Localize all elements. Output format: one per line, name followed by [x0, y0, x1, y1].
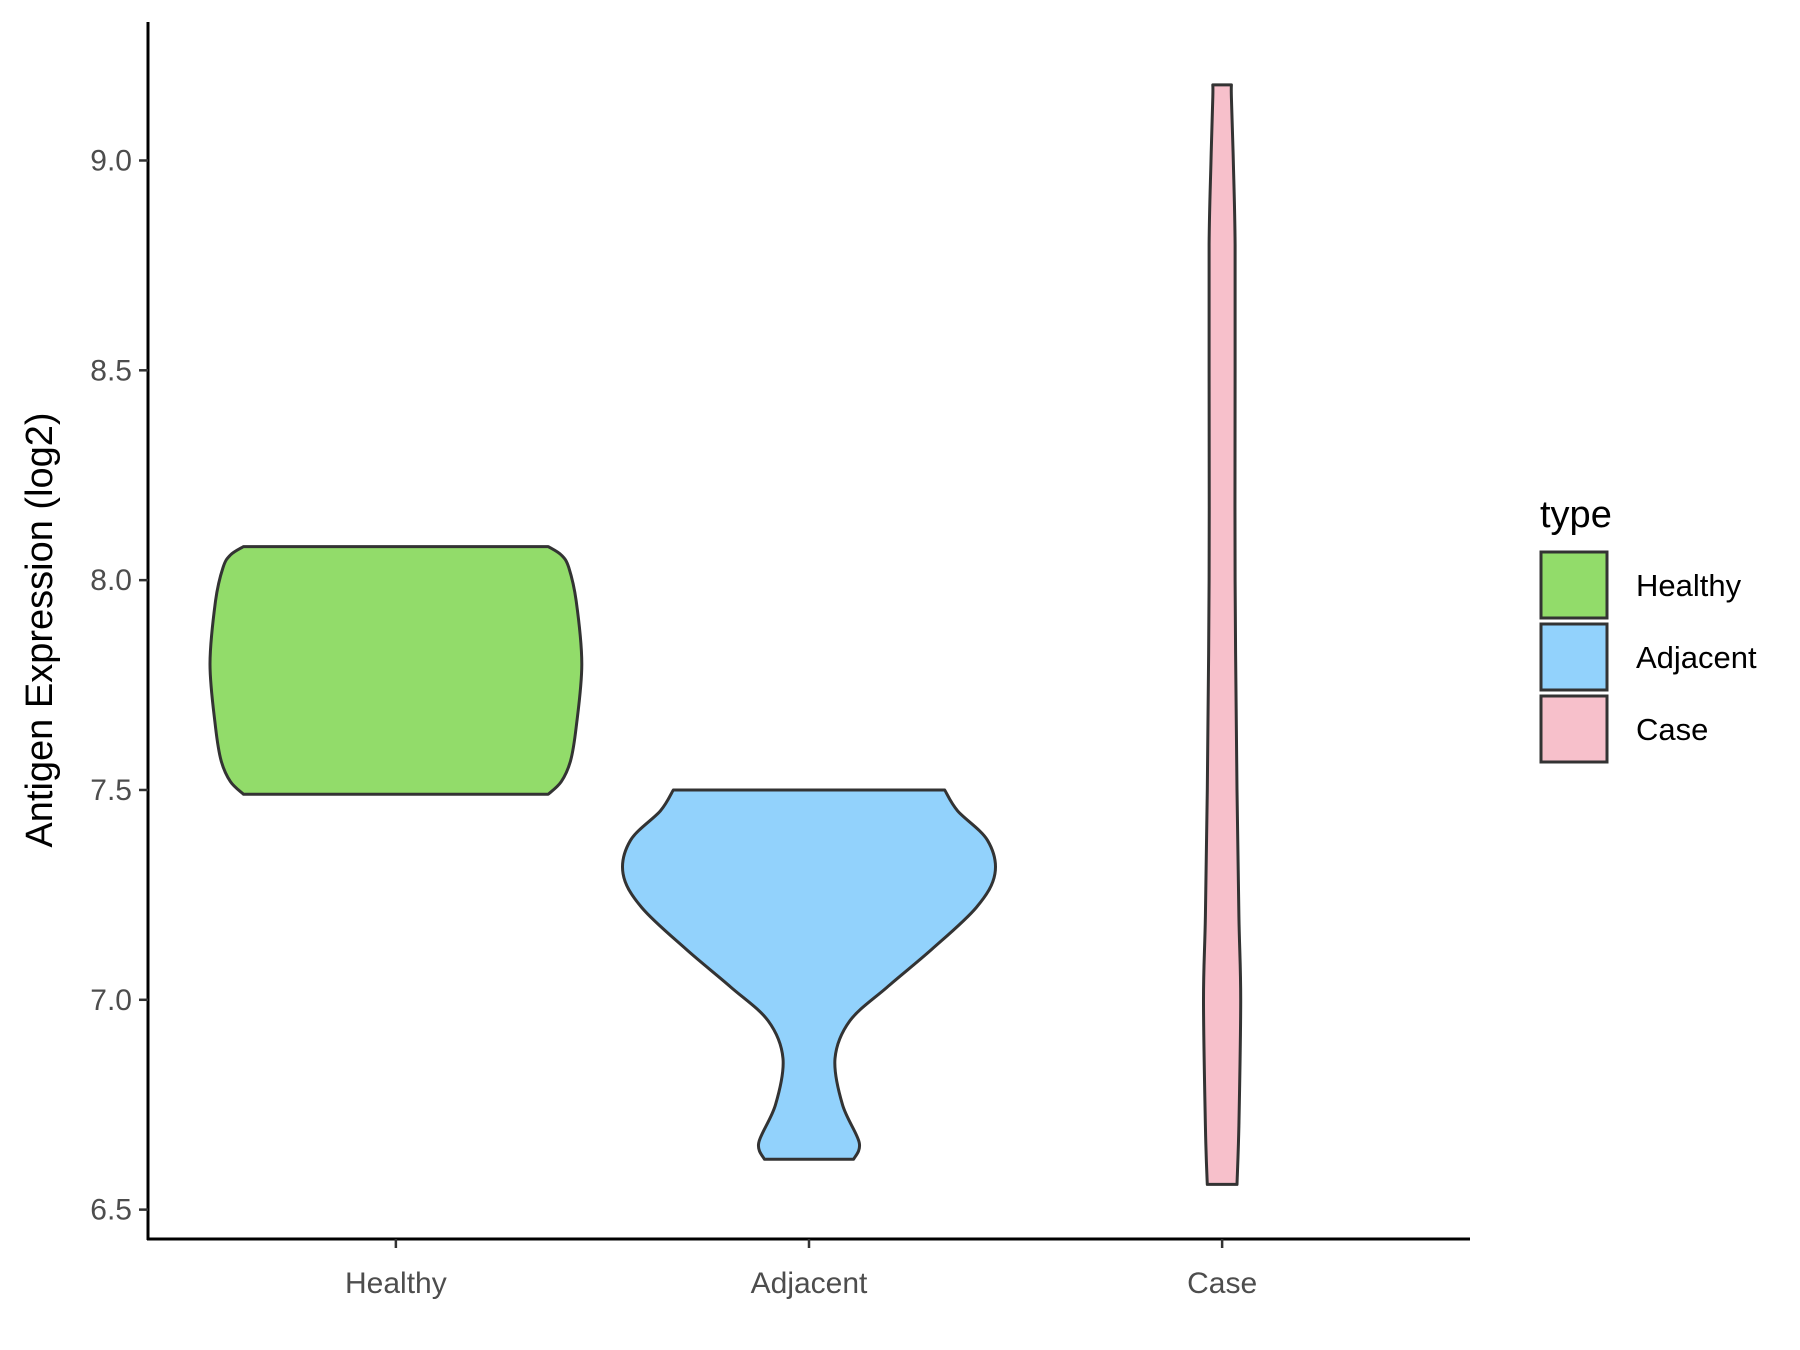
legend: type Healthy Adjacent Case: [1539, 494, 1757, 764]
legend-title: type: [1540, 494, 1612, 536]
x-tick-label: Healthy: [345, 1267, 447, 1300]
y-tick-label: 6.5: [90, 1194, 132, 1227]
legend-label: Case: [1636, 712, 1708, 747]
y-tick-label: 9.0: [90, 144, 132, 177]
legend-key-adjacent: [1539, 622, 1609, 692]
y-tick-label: 8.5: [90, 354, 132, 387]
x-tick-label: Adjacent: [751, 1267, 868, 1300]
x-ticks: Healthy Adjacent Case: [345, 1239, 1257, 1300]
legend-key-healthy: [1539, 550, 1609, 620]
y-axis-title: Antigen Expression (log2): [19, 412, 61, 847]
violin-case: [1202, 83, 1243, 1186]
y-tick-label: 7.5: [90, 774, 132, 807]
y-tick-label: 8.0: [90, 564, 132, 597]
violins: [208, 83, 1243, 1186]
y-tick-label: 7.0: [90, 984, 132, 1017]
x-tick-label: Case: [1187, 1267, 1257, 1300]
violin-adjacent: [621, 788, 997, 1161]
legend-label: Healthy: [1636, 568, 1742, 603]
violin-healthy: [208, 545, 584, 796]
y-ticks: 6.5 7.0 7.5 8.0 8.5 9.0: [90, 144, 148, 1227]
legend-label: Adjacent: [1636, 640, 1757, 675]
legend-key-case: [1539, 694, 1609, 764]
